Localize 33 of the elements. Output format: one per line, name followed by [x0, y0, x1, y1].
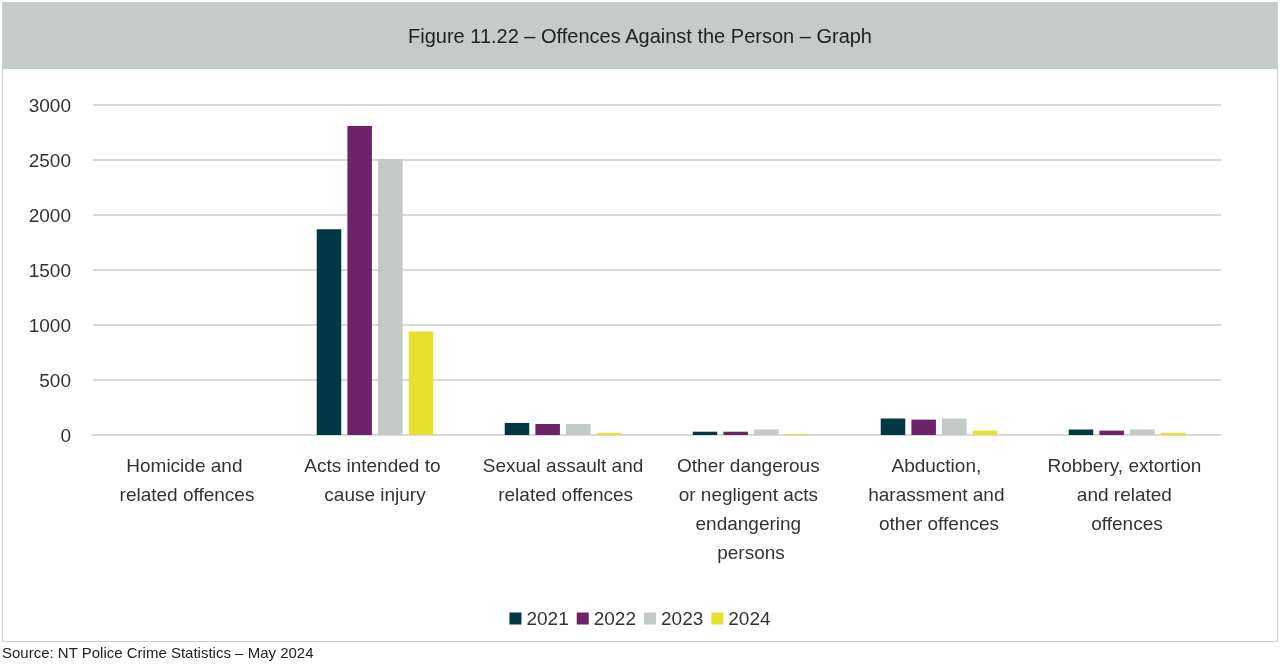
chart-title: Figure 11.22 – Offences Against the Person – Graph — [3, 3, 1277, 69]
x-tick-label: Homicide and related offences — [119, 455, 255, 505]
y-tick-label: 3000 — [28, 94, 71, 116]
y-tick-label: 2000 — [28, 204, 71, 226]
bar — [316, 229, 342, 435]
bar — [1099, 430, 1124, 435]
bar — [378, 158, 403, 435]
y-tick-label: 2500 — [28, 149, 71, 171]
bar — [535, 424, 560, 435]
bar — [723, 431, 748, 435]
x-tick-label: Acts intended to cause injury — [304, 455, 446, 505]
bar — [408, 331, 434, 435]
y-tick-label: 1500 — [28, 259, 71, 281]
y-tick-label: 500 — [39, 369, 71, 391]
legend-label: 2022 — [593, 608, 637, 629]
x-tick-label: Abduction, harassment and other offences — [868, 455, 1010, 534]
bar — [942, 418, 967, 435]
bar — [911, 419, 936, 435]
legend-label: 2023 — [661, 608, 704, 629]
bar — [504, 422, 530, 435]
y-tick-label: 1000 — [28, 314, 71, 336]
legend-label: 2021 — [526, 608, 569, 629]
y-tick-label: 0 — [60, 424, 71, 446]
bar — [754, 429, 779, 435]
bar — [1130, 429, 1155, 435]
bar — [880, 418, 906, 435]
x-tick-label: Other dangerous or negligent acts endangering persons — [677, 455, 825, 563]
legend-label: 2024 — [728, 608, 771, 629]
source-note: Source: NT Police Crime Statistics – May 2024 — [2, 644, 314, 661]
x-tick-label: Robbery, extortion and related offences — [1047, 455, 1207, 534]
bar — [347, 125, 372, 435]
x-tick-label: Sexual assault and related offences — [482, 455, 644, 505]
bar — [566, 424, 591, 435]
